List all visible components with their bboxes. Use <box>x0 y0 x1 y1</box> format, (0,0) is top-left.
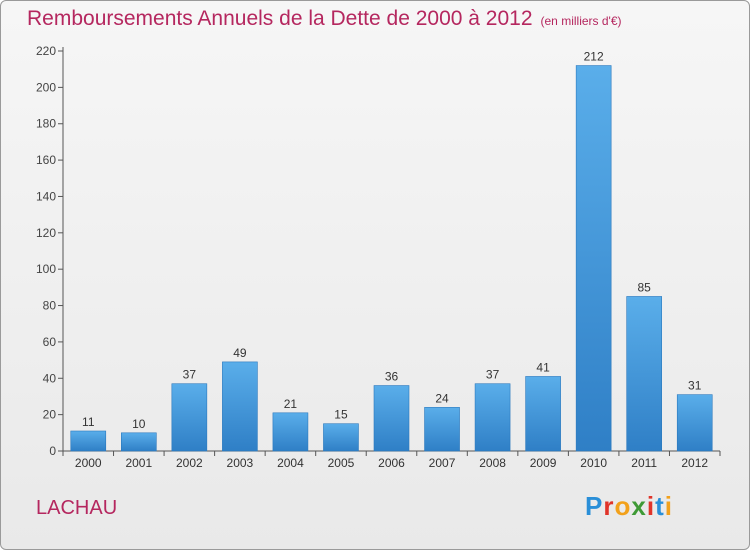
bar-value-label: 10 <box>132 417 146 431</box>
bar-2003 <box>222 361 258 452</box>
x-tick-label: 2012 <box>681 456 708 470</box>
y-tick-label: 180 <box>36 117 56 131</box>
chart-subtitle: (en milliers d'€) <box>540 14 622 28</box>
bar-value-label: 212 <box>584 50 604 64</box>
bar-2011 <box>626 296 662 452</box>
bar-2000 <box>70 430 107 452</box>
bar-2004 <box>272 412 309 452</box>
bar-value-label: 36 <box>385 370 399 384</box>
bar-2007 <box>424 407 460 452</box>
bar-2001 <box>121 432 157 452</box>
logo-letter: i <box>646 491 656 521</box>
x-tick-label: 2005 <box>328 456 355 470</box>
bar-value-label: 24 <box>435 391 449 405</box>
bar-value-label: 85 <box>638 280 652 294</box>
bar-2002 <box>171 383 208 452</box>
x-tick-label: 2001 <box>125 456 152 470</box>
y-tick-label: 200 <box>36 80 56 94</box>
x-tick-label: 2007 <box>429 456 456 470</box>
y-tick-label: 160 <box>36 153 56 167</box>
y-tick-label: 100 <box>36 262 56 276</box>
bar-2005 <box>323 423 359 452</box>
bar-value-label: 37 <box>486 368 500 382</box>
x-tick-label: 2003 <box>227 456 254 470</box>
bar-2008 <box>474 383 511 452</box>
bar-value-label: 11 <box>82 415 95 429</box>
x-tick-label: 2006 <box>378 456 405 470</box>
bar-2012 <box>676 394 713 452</box>
y-tick-label: 0 <box>49 444 56 458</box>
bar-2006 <box>373 385 410 452</box>
bar-value-label: 37 <box>183 368 197 382</box>
x-tick-label: 2011 <box>631 456 657 470</box>
x-tick-label: 2009 <box>530 456 557 470</box>
chart-title-block: Remboursements Annuels de la Dette de 20… <box>27 7 622 31</box>
x-tick-label: 2000 <box>75 456 102 470</box>
bar-value-label: 15 <box>334 408 348 422</box>
y-tick-label: 120 <box>36 226 56 240</box>
x-tick-label: 2004 <box>277 456 304 470</box>
y-tick-label: 60 <box>43 335 57 349</box>
proxiti-logo: Proxiti <box>585 491 673 522</box>
logo-letter: t <box>655 491 665 521</box>
x-tick-label: 2002 <box>176 456 203 470</box>
logo-letter: P <box>585 491 604 521</box>
x-tick-label: 2010 <box>580 456 607 470</box>
bar-value-label: 41 <box>536 360 550 374</box>
bar-2010 <box>575 65 612 452</box>
y-tick-label: 40 <box>43 371 57 385</box>
logo-letter: r <box>603 491 615 521</box>
bar-value-label: 21 <box>284 397 298 411</box>
bar-value-label: 49 <box>233 346 247 360</box>
logo-letter: o <box>614 491 632 521</box>
y-tick-label: 80 <box>43 299 57 313</box>
x-tick-label: 2008 <box>479 456 506 470</box>
bar-value-label: 31 <box>688 379 702 393</box>
bar-2009 <box>525 376 561 452</box>
logo-letter: x <box>631 491 647 521</box>
y-tick-label: 20 <box>43 408 57 422</box>
logo-letter: i <box>664 491 673 521</box>
y-tick-label: 220 <box>36 44 56 58</box>
commune-name: LACHAU <box>36 497 118 519</box>
y-tick-label: 140 <box>36 189 56 203</box>
chart-title: Remboursements Annuels de la Dette de 20… <box>27 7 533 30</box>
